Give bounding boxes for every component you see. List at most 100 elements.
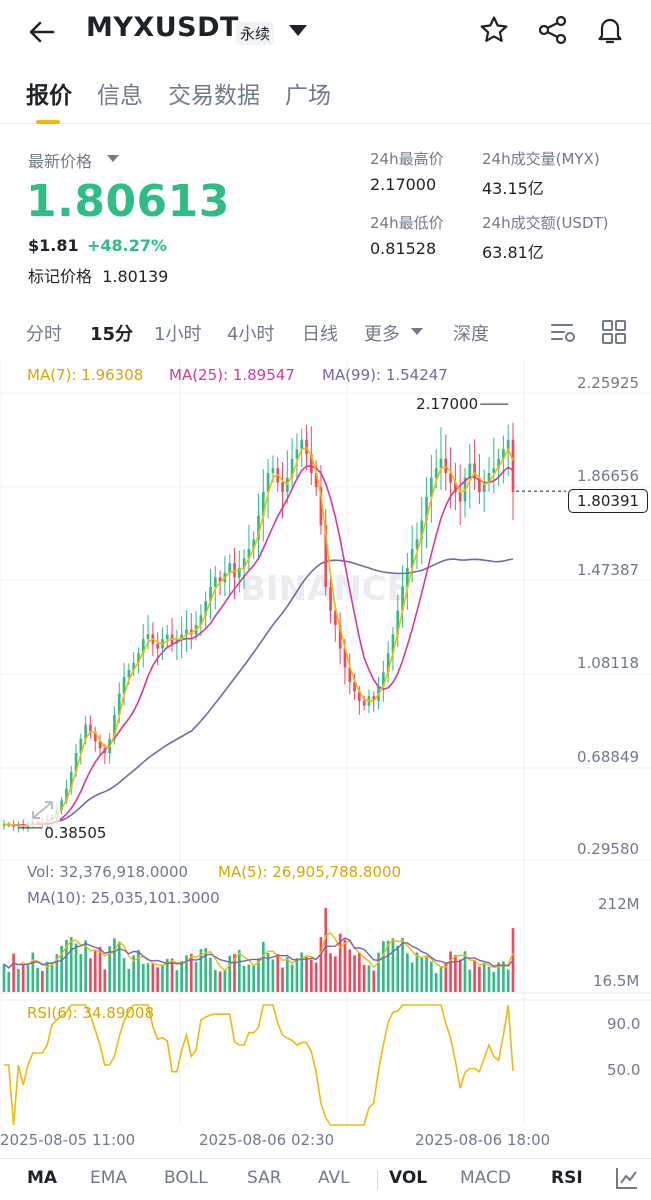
- indicator-ma[interactable]: MA: [27, 1168, 58, 1188]
- volume-bar: [305, 957, 308, 992]
- indicator-avl[interactable]: AVL: [318, 1168, 350, 1188]
- candle-body: [146, 634, 150, 640]
- candle-body: [127, 670, 131, 678]
- volume-bar: [108, 946, 111, 992]
- candle-body: [257, 515, 260, 540]
- volume-bar: [161, 964, 164, 992]
- chevron-down-icon[interactable]: [107, 155, 119, 162]
- interval-more[interactable]: 更多: [364, 324, 400, 345]
- candles: [2, 422, 515, 833]
- volume-bar: [266, 953, 270, 992]
- volume-bar: [295, 958, 299, 992]
- volume-bar: [98, 946, 102, 992]
- volume-bar: [65, 939, 68, 992]
- candle-body: [218, 577, 222, 583]
- candle-body: [2, 824, 6, 826]
- layout-grid-icon[interactable]: [601, 319, 627, 345]
- tab-info[interactable]: 信息: [97, 83, 143, 109]
- ma99-legend: MA(99): 1.54247: [322, 366, 448, 384]
- candle-body: [415, 539, 419, 549]
- volume-ma10-legend: MA(10): 25,035,101.3000: [27, 889, 220, 907]
- candle-body: [502, 449, 505, 459]
- volume-bar: [7, 971, 11, 992]
- candle-body: [141, 639, 145, 654]
- tab-trading-data[interactable]: 交易数据: [168, 83, 260, 109]
- indicator-boll[interactable]: BOLL: [164, 1168, 208, 1188]
- volume-bar: [17, 968, 20, 992]
- usd-price: $1.81: [28, 236, 79, 255]
- ma7-legend: MA(7): 1.96308: [27, 366, 144, 384]
- volume-bar: [132, 955, 135, 992]
- chevron-down-icon[interactable]: [289, 25, 307, 36]
- volume-bar: [45, 961, 49, 992]
- toolbar-divider: [377, 1170, 378, 1190]
- tab-quote[interactable]: 报价: [26, 83, 72, 109]
- candle-body: [358, 691, 361, 701]
- volume-bar: [458, 959, 462, 992]
- volume-bar: [213, 970, 217, 992]
- share-icon[interactable]: [537, 14, 569, 46]
- indicator-settings-icon[interactable]: [614, 1165, 640, 1191]
- interval-timeline[interactable]: 分时: [26, 324, 62, 345]
- chart-grid: [0, 360, 651, 1125]
- last-price-label[interactable]: 最新价格: [28, 152, 93, 171]
- candle-body: [348, 667, 352, 682]
- candle-body: [84, 724, 87, 739]
- volume-bar: [444, 962, 448, 992]
- interval-4h[interactable]: 4小时: [227, 324, 275, 345]
- volume-bar: [55, 954, 59, 992]
- volume-bar: [473, 959, 476, 992]
- volume-bar: [506, 969, 510, 992]
- candle-body: [89, 724, 92, 732]
- volume-bar: [329, 953, 332, 992]
- interval-daily[interactable]: 日线: [302, 324, 338, 345]
- volume-quote-label: 24h成交额(USDT): [482, 214, 609, 232]
- volume-bar: [170, 958, 174, 992]
- interval-1h[interactable]: 1小时: [154, 324, 202, 345]
- indicator-macd[interactable]: MACD: [460, 1168, 511, 1188]
- y-tick: 0.68849: [577, 748, 640, 766]
- bell-icon[interactable]: [594, 14, 626, 46]
- star-icon[interactable]: [478, 14, 510, 46]
- low-24h-value: 0.81528: [370, 239, 437, 258]
- volume-bar: [271, 959, 275, 992]
- indicator-ema[interactable]: EMA: [90, 1168, 128, 1188]
- indicator-vol[interactable]: VOL: [389, 1168, 428, 1188]
- low-annotation: 0.38505: [44, 824, 106, 842]
- tab-square[interactable]: 广场: [285, 83, 331, 109]
- volume-bar: [511, 928, 515, 992]
- volume-bar: [223, 969, 227, 992]
- candle-body: [487, 473, 491, 483]
- candle-body: [439, 458, 443, 469]
- volume-bar: [497, 962, 500, 992]
- candle-body: [410, 548, 414, 568]
- volume-bar: [209, 957, 212, 992]
- interval-15m[interactable]: 15分: [90, 324, 134, 345]
- volume-base-label: 24h成交量(MYX): [482, 150, 600, 168]
- volume-bar: [406, 953, 409, 992]
- main-tabs: 报价 信息 交易数据 广场: [0, 72, 651, 124]
- candle-body: [386, 653, 390, 673]
- volume-bar: [74, 943, 78, 992]
- indicator-sar[interactable]: SAR: [247, 1168, 282, 1188]
- symbol-title[interactable]: MYXUSDT: [86, 12, 239, 43]
- volume-legend: Vol: 32,376,918.0000: [27, 863, 189, 881]
- mark-price-label: 标记价格: [28, 267, 93, 286]
- chart-settings-icon[interactable]: [549, 320, 577, 346]
- back-arrow-icon[interactable]: [26, 16, 58, 48]
- chevron-down-icon[interactable]: [411, 328, 423, 335]
- candle-body: [420, 520, 424, 540]
- volume-bar: [257, 958, 260, 992]
- candle-body: [204, 601, 207, 616]
- depth-tab[interactable]: 深度: [453, 324, 489, 345]
- volume-bar: [348, 949, 352, 992]
- candle-body: [334, 610, 337, 625]
- indicator-rsi[interactable]: RSI: [551, 1168, 583, 1188]
- header: MYXUSDT 永续: [0, 0, 651, 64]
- active-tab-indicator: [36, 120, 60, 124]
- low-24h-label: 24h最低价: [370, 214, 444, 232]
- volume-bar: [386, 940, 390, 992]
- volume-bar: [165, 958, 169, 992]
- rsi-y-tick: 90.0: [607, 1015, 641, 1033]
